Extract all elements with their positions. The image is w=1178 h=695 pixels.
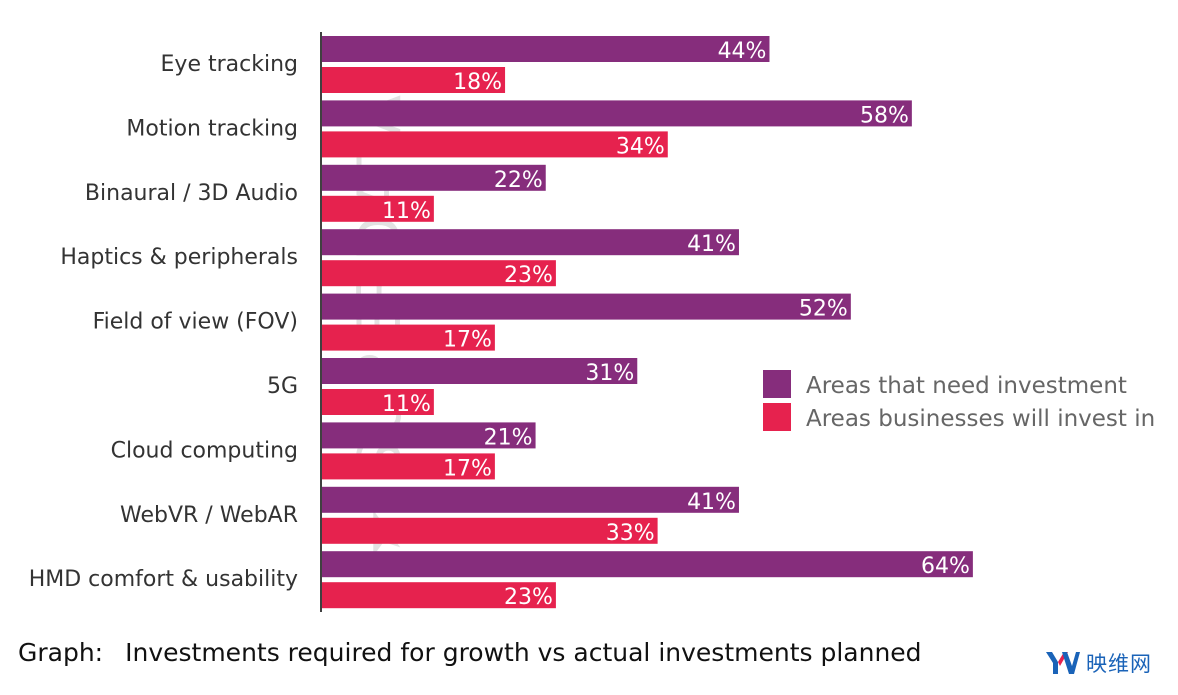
bar-need xyxy=(322,422,536,449)
bar-need xyxy=(322,358,638,384)
data-label: 21% xyxy=(484,425,533,450)
data-label: 34% xyxy=(616,134,665,159)
data-label: 22% xyxy=(494,168,543,193)
bar-invest xyxy=(322,453,495,480)
legend-swatch xyxy=(763,370,791,398)
bar-need xyxy=(322,100,912,127)
category-label: Field of view (FOV) xyxy=(93,310,298,335)
legend-label: Areas businesses will invest in xyxy=(806,406,1155,432)
data-label: 41% xyxy=(687,490,736,515)
bar-invest xyxy=(322,324,495,351)
bar-need xyxy=(322,486,739,513)
data-label: 18% xyxy=(453,70,502,95)
bar-invest xyxy=(322,260,556,287)
bar-invest xyxy=(322,131,668,158)
data-label: 17% xyxy=(443,328,492,353)
bar-invest xyxy=(322,389,434,415)
bar-chart: Eye tracking 44% 18% Motion tracking 58% 34% B… xyxy=(29,32,1155,612)
data-label: 52% xyxy=(799,297,848,322)
legend-swatch xyxy=(763,403,791,431)
data-label: 31% xyxy=(585,361,634,386)
caption-text: Investments required for growth vs actua… xyxy=(125,638,922,667)
category-label: 5G xyxy=(267,374,298,399)
data-label: 11% xyxy=(382,392,431,417)
data-label: 44% xyxy=(718,39,767,64)
bar-need xyxy=(322,36,770,62)
data-label: 23% xyxy=(504,585,553,610)
data-label: 17% xyxy=(443,456,492,481)
bar-invest xyxy=(322,517,658,544)
bar-need xyxy=(322,293,851,320)
category-label: WebVR / WebAR xyxy=(120,503,298,528)
logo-text: 映维网 xyxy=(1086,652,1152,676)
bar-invest xyxy=(322,67,506,93)
yv-logo-icon xyxy=(1046,652,1080,674)
data-label: 23% xyxy=(504,263,553,288)
bar-need xyxy=(322,164,546,191)
data-label: 58% xyxy=(860,103,909,128)
data-label: 11% xyxy=(382,199,431,224)
bar-need xyxy=(322,551,973,578)
category-label: Cloud computing xyxy=(111,438,298,463)
category-label: Motion tracking xyxy=(126,116,298,141)
category-label: HMD comfort & usability xyxy=(29,567,298,592)
category-label: Binaural / 3D Audio xyxy=(85,181,298,206)
bar-invest xyxy=(322,195,434,222)
data-label: 33% xyxy=(606,521,655,546)
bar-need xyxy=(322,229,739,256)
chart-caption: Graph: Investments required for growth vs… xyxy=(18,638,922,667)
bar-invest xyxy=(322,582,556,609)
data-label: 41% xyxy=(687,232,736,257)
category-label: Eye tracking xyxy=(161,52,298,77)
caption-label: Graph: xyxy=(18,638,104,667)
yivian-logo: 映维网 xyxy=(1046,648,1152,678)
data-label: 64% xyxy=(921,554,970,579)
legend-label: Areas that need investment xyxy=(806,373,1127,399)
category-label: Haptics & peripherals xyxy=(60,245,298,270)
